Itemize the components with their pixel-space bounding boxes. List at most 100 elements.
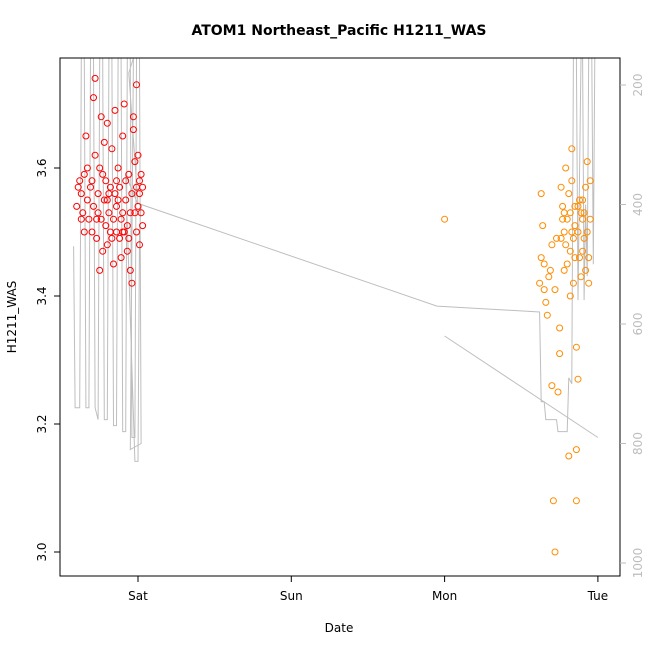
series-2-point-35 (572, 446, 580, 454)
series-2-point-58 (568, 228, 576, 236)
series-2-point-63 (566, 292, 574, 300)
series-1-point-35 (110, 260, 117, 268)
series-1-point-79 (83, 164, 91, 172)
series-1-point-73 (117, 254, 125, 262)
series-2-point-11 (548, 241, 556, 249)
series-2-point-23 (562, 164, 570, 172)
series-1-point-28 (103, 119, 111, 127)
series-1-point-56 (129, 126, 137, 134)
series-1-point-71 (136, 177, 143, 185)
series-1-point-52 (126, 209, 134, 217)
series-2-point-52 (586, 177, 594, 185)
series-2-point-45 (580, 234, 588, 242)
series-2-point-22 (560, 266, 568, 274)
series-1-point-33 (108, 145, 116, 153)
y-tick-label-3: 3.6 (35, 158, 49, 177)
series-2-point-42 (577, 273, 585, 281)
series-1-point-80 (80, 228, 88, 236)
series-1-point-43 (117, 215, 125, 223)
x-tick-label-2: Mon (432, 589, 457, 603)
series-2-point-44 (579, 247, 587, 255)
series-2-point-36 (572, 497, 580, 505)
series-1-point-51 (125, 170, 133, 178)
x-axis-label: Date (325, 621, 354, 635)
series-1-point-84 (113, 177, 120, 185)
series-1-point-44 (119, 132, 127, 140)
series-2-point-20 (559, 202, 567, 210)
series-1-point-45 (119, 209, 127, 217)
series-1-point-1 (74, 183, 82, 191)
pressure-line-0 (73, 57, 596, 462)
series-2-point-9 (545, 273, 553, 281)
series-2-point-34 (571, 222, 579, 230)
series-1-point-27 (102, 177, 110, 185)
series-1-point-54 (128, 279, 136, 287)
series-1-point-62 (134, 202, 142, 210)
series-1-point-66 (137, 170, 145, 178)
plot-frame (59, 57, 621, 577)
series-2-point-37 (572, 343, 580, 351)
series-2-point-29 (568, 177, 576, 185)
series-1-point-20 (96, 266, 104, 274)
series-2-point-5 (540, 286, 548, 294)
y-axis-label: H1211_WAS (5, 281, 19, 354)
series-2-point-16 (554, 388, 562, 396)
series-2-point-38 (574, 375, 582, 383)
series-1-point-42 (116, 183, 124, 191)
series-1-point-17 (94, 190, 102, 198)
series-2-point-28 (566, 247, 574, 255)
series-2-point-2 (537, 254, 545, 262)
series-1-point-81 (77, 215, 85, 223)
series-1-point-26 (102, 222, 110, 230)
series-1-point-55 (128, 190, 136, 198)
series-2-point-32 (569, 234, 577, 242)
series-1-point-59 (131, 209, 139, 217)
pressure-line-1 (444, 335, 599, 438)
series-1-point-7 (83, 196, 91, 204)
series-1-point-16 (93, 234, 101, 242)
series-1-point-39 (113, 202, 120, 210)
series-2-point-64 (557, 234, 565, 242)
y-tick-label-2: 3.4 (35, 286, 49, 305)
series-1-point-63 (134, 151, 142, 159)
series-1-point-57 (129, 113, 137, 121)
series-1-point-25 (100, 138, 108, 146)
series-2-point-65 (579, 196, 587, 204)
series-2-point-19 (557, 183, 565, 191)
series-2-point-47 (582, 183, 590, 191)
series-2-point-4 (539, 222, 547, 230)
axes-layer: Sat Sun Mon Tue 3.0 3.2 3.4 3.6 200 400 600 800 1000 (35, 57, 645, 603)
series-2-point-40 (576, 196, 583, 204)
series-2-point-49 (583, 228, 591, 236)
series-2-point-1 (536, 279, 544, 287)
series-1-point-3 (77, 190, 85, 198)
series-2-point-33 (571, 202, 579, 210)
series-1-point-68 (139, 183, 147, 191)
series-1-point-13 (90, 202, 97, 210)
series-1-point-67 (137, 209, 145, 217)
series-2-point-14 (551, 286, 559, 294)
series-1-point-77 (99, 170, 107, 178)
series-1-point-29 (103, 241, 111, 249)
series-1-point-24 (100, 196, 108, 204)
series-2-point-15 (553, 234, 560, 242)
series-2-point-48 (582, 266, 590, 274)
series-1-point-22 (97, 215, 105, 223)
series-2-point-26 (565, 452, 573, 460)
pressure-line-layer (73, 57, 599, 462)
y2-tick-label-4: 1000 (631, 548, 645, 579)
series-1-point-50 (123, 222, 131, 230)
series-2-point-10 (546, 266, 554, 274)
series-2-point-6 (540, 260, 548, 268)
series-2-point-56 (562, 241, 570, 249)
y-tick-label-1: 3.2 (35, 414, 49, 433)
series-1-point-85 (103, 196, 111, 204)
series-1-point-11 (88, 177, 96, 185)
series-2-point-0 (441, 215, 449, 223)
series-1-point-49 (123, 247, 131, 255)
series-1-point-5 (80, 170, 88, 178)
series-1-point-38 (113, 228, 120, 236)
series-2-point-25 (563, 260, 571, 268)
series-2-point-60 (574, 202, 582, 210)
